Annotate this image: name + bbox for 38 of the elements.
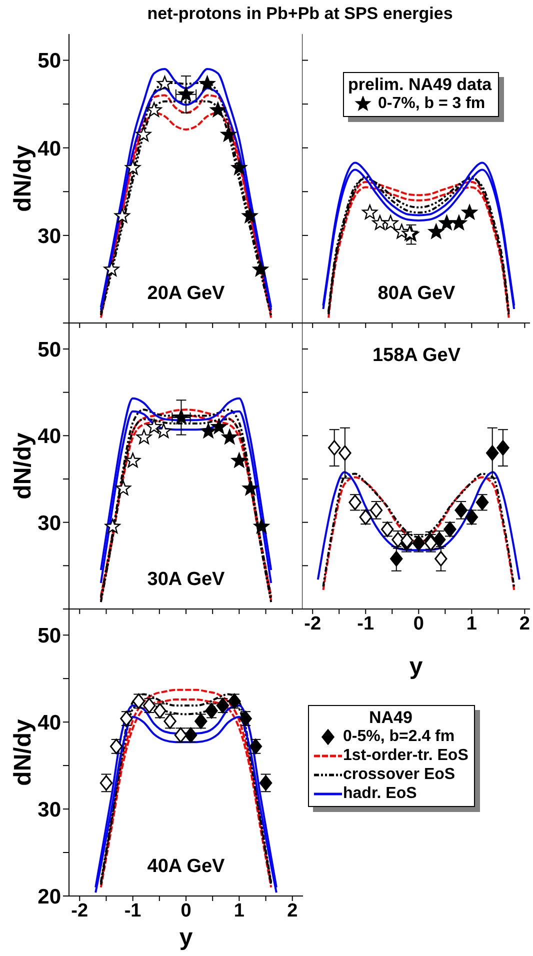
legend-title: prelim. NA49 data xyxy=(348,75,492,94)
legend-label: crossover EoS xyxy=(343,765,456,784)
legend-label: hadr. EoS xyxy=(343,784,417,803)
x-axis-title: y xyxy=(409,653,424,680)
x-tick-label: 1 xyxy=(466,613,478,634)
x-axis-title: y xyxy=(179,924,194,951)
annotation: 20A GeV xyxy=(146,283,226,305)
y-tick-label: 40 xyxy=(38,425,61,448)
y-tick-label: 40 xyxy=(38,137,61,160)
y-axis-title: dN/dy xyxy=(10,718,37,786)
y-tick-label: 50 xyxy=(38,338,61,362)
y-tick-label: 30 xyxy=(38,798,61,822)
y-tick-label: 20 xyxy=(38,885,61,908)
x-tick-label: -2 xyxy=(71,900,88,922)
legend-title: NA49 xyxy=(368,708,414,727)
chart-title: net-protons in Pb+Pb at SPS energies xyxy=(146,4,454,24)
y-tick-label: 50 xyxy=(38,624,61,648)
y-axis-title: dN/dy xyxy=(10,432,37,500)
x-tick-label: -1 xyxy=(357,613,374,634)
y-axis-title: dN/dy xyxy=(10,144,37,212)
y-tick-label: 50 xyxy=(38,50,61,73)
x-tick-label: 1 xyxy=(234,900,245,922)
x-tick-label: -1 xyxy=(124,900,142,922)
annotation: 80A GeV xyxy=(376,283,456,305)
x-tick-label: 0 xyxy=(413,613,424,634)
legend-label: 0-5%, b=2.4 fm xyxy=(343,727,455,746)
y-tick-label: 40 xyxy=(38,712,61,735)
annotation: 40A GeV xyxy=(146,856,226,878)
y-tick-label: 30 xyxy=(38,224,61,248)
legend-label: 0-7%, b = 3 fm xyxy=(378,94,486,113)
x-tick-label: 2 xyxy=(287,900,298,922)
annotation: 30A GeV xyxy=(146,569,226,591)
y-tick-label: 30 xyxy=(38,512,61,535)
x-tick-label: 0 xyxy=(180,900,192,922)
x-tick-label: 2 xyxy=(519,613,530,634)
annotation: 158A GeV xyxy=(371,345,462,367)
x-tick-label: -2 xyxy=(304,613,322,634)
legend-label: 1st-order-tr. EoS xyxy=(343,746,468,765)
